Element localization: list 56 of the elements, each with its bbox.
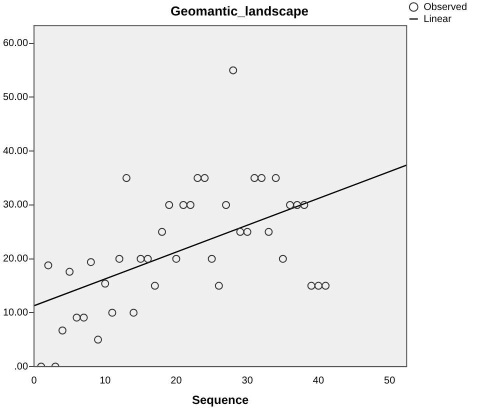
point bbox=[108, 308, 116, 317]
point bbox=[322, 282, 330, 290]
point bbox=[136, 254, 145, 263]
point bbox=[236, 228, 244, 236]
x-axis-title: Sequence bbox=[192, 393, 249, 408]
legend-label: Linear bbox=[424, 14, 452, 25]
point bbox=[150, 282, 159, 290]
point bbox=[101, 280, 110, 288]
point bbox=[250, 174, 258, 182]
point bbox=[229, 66, 238, 74]
y-tick-label: 10.00 bbox=[2, 307, 28, 318]
point bbox=[80, 314, 88, 322]
point bbox=[144, 254, 152, 263]
x-tick-label: 40 bbox=[312, 375, 324, 386]
y-tick-label: 40.00 bbox=[2, 146, 28, 157]
x-tick-label: 0 bbox=[31, 375, 38, 386]
point bbox=[66, 268, 74, 276]
point bbox=[222, 200, 230, 209]
y-tick-label: 50.00 bbox=[2, 92, 28, 103]
point bbox=[172, 254, 180, 263]
point bbox=[314, 282, 322, 290]
point bbox=[72, 314, 81, 322]
point bbox=[122, 174, 130, 182]
point bbox=[186, 200, 194, 209]
point bbox=[278, 254, 287, 263]
point bbox=[300, 200, 308, 209]
y-tick-label: 60.00 bbox=[2, 38, 28, 50]
chart-title: Geomantic_landscape bbox=[170, 3, 308, 18]
point bbox=[165, 200, 174, 209]
point bbox=[158, 228, 166, 236]
point bbox=[115, 254, 124, 263]
point bbox=[214, 282, 223, 290]
legend-label: Observed bbox=[424, 2, 468, 13]
point bbox=[130, 308, 138, 317]
point bbox=[208, 254, 216, 263]
x-tick-label: 10 bbox=[100, 375, 112, 386]
point bbox=[44, 261, 52, 270]
x-tick-label: 20 bbox=[170, 375, 182, 386]
point bbox=[286, 200, 294, 209]
y-tick-label: 30.00 bbox=[2, 200, 28, 211]
point bbox=[293, 200, 302, 209]
point bbox=[307, 282, 316, 290]
x-tick-label: 50 bbox=[384, 375, 396, 386]
point bbox=[258, 174, 266, 182]
point bbox=[179, 200, 188, 209]
y-tick-label: .00 bbox=[14, 361, 28, 372]
point bbox=[272, 174, 280, 182]
point bbox=[200, 174, 209, 182]
point bbox=[243, 228, 252, 236]
point bbox=[264, 228, 273, 236]
point bbox=[86, 258, 95, 266]
x-tick-label: 30 bbox=[242, 375, 254, 386]
point bbox=[58, 326, 66, 335]
y-tick-label: 20.00 bbox=[2, 254, 28, 265]
point bbox=[94, 336, 102, 344]
point bbox=[194, 174, 202, 182]
